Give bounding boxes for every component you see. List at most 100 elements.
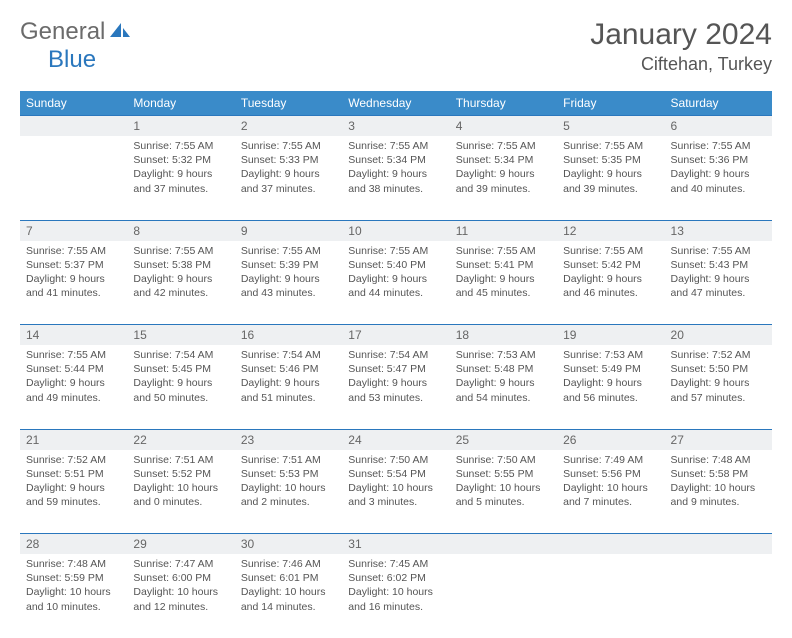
daylight-text: Daylight: 9 hours [563, 167, 658, 181]
sunset-text: Sunset: 5:41 PM [456, 258, 551, 272]
daylight-text: Daylight: 9 hours [456, 376, 551, 390]
sunrise-text: Sunrise: 7:55 AM [133, 139, 228, 153]
sunrise-text: Sunrise: 7:55 AM [563, 244, 658, 258]
sunset-text: Sunset: 6:00 PM [133, 571, 228, 585]
day-number-row: 28293031 [20, 534, 772, 555]
daylight-text: and 39 minutes. [456, 182, 551, 196]
sunset-text: Sunset: 5:45 PM [133, 362, 228, 376]
dow-sat: Saturday [665, 91, 772, 116]
daylight-text: and 51 minutes. [241, 391, 336, 405]
day-content-cell: Sunrise: 7:55 AMSunset: 5:44 PMDaylight:… [20, 345, 127, 429]
sunrise-text: Sunrise: 7:54 AM [241, 348, 336, 362]
day-content-cell: Sunrise: 7:48 AMSunset: 5:58 PMDaylight:… [665, 450, 772, 534]
daylight-text: Daylight: 10 hours [133, 481, 228, 495]
day-content-cell: Sunrise: 7:53 AMSunset: 5:49 PMDaylight:… [557, 345, 664, 429]
day-number-cell: 13 [665, 220, 772, 241]
day-number-cell: 3 [342, 116, 449, 137]
sunset-text: Sunset: 5:55 PM [456, 467, 551, 481]
day-number-cell [557, 534, 664, 555]
sunset-text: Sunset: 5:36 PM [671, 153, 766, 167]
day-number-cell: 25 [450, 429, 557, 450]
daylight-text: and 38 minutes. [348, 182, 443, 196]
sunrise-text: Sunrise: 7:55 AM [348, 139, 443, 153]
daylight-text: Daylight: 9 hours [348, 272, 443, 286]
dow-mon: Monday [127, 91, 234, 116]
daylight-text: Daylight: 9 hours [26, 272, 121, 286]
brand-logo: General [20, 18, 133, 46]
daylight-text: Daylight: 10 hours [671, 481, 766, 495]
daylight-text: and 37 minutes. [133, 182, 228, 196]
day-content-cell: Sunrise: 7:55 AMSunset: 5:34 PMDaylight:… [450, 136, 557, 220]
daylight-text: Daylight: 10 hours [241, 585, 336, 599]
daylight-text: and 59 minutes. [26, 495, 121, 509]
day-number-cell: 31 [342, 534, 449, 555]
sunset-text: Sunset: 6:01 PM [241, 571, 336, 585]
day-content-cell: Sunrise: 7:55 AMSunset: 5:37 PMDaylight:… [20, 241, 127, 325]
sunrise-text: Sunrise: 7:55 AM [456, 139, 551, 153]
daylight-text: Daylight: 10 hours [133, 585, 228, 599]
daylight-text: Daylight: 10 hours [348, 481, 443, 495]
sunset-text: Sunset: 5:59 PM [26, 571, 121, 585]
sunrise-text: Sunrise: 7:48 AM [671, 453, 766, 467]
dow-wed: Wednesday [342, 91, 449, 116]
sunrise-text: Sunrise: 7:55 AM [133, 244, 228, 258]
dow-thu: Thursday [450, 91, 557, 116]
day-content-cell: Sunrise: 7:51 AMSunset: 5:52 PMDaylight:… [127, 450, 234, 534]
sunrise-text: Sunrise: 7:55 AM [241, 244, 336, 258]
location-text: Ciftehan, Turkey [590, 54, 772, 75]
day-number-cell: 2 [235, 116, 342, 137]
daylight-text: Daylight: 10 hours [563, 481, 658, 495]
day-content-cell: Sunrise: 7:52 AMSunset: 5:50 PMDaylight:… [665, 345, 772, 429]
daylight-text: Daylight: 9 hours [26, 376, 121, 390]
daylight-text: and 40 minutes. [671, 182, 766, 196]
daylight-text: Daylight: 9 hours [563, 376, 658, 390]
day-content-row: Sunrise: 7:52 AMSunset: 5:51 PMDaylight:… [20, 450, 772, 534]
daylight-text: Daylight: 9 hours [133, 376, 228, 390]
daylight-text: Daylight: 10 hours [26, 585, 121, 599]
day-number-cell: 15 [127, 325, 234, 346]
day-content-cell: Sunrise: 7:55 AMSunset: 5:33 PMDaylight:… [235, 136, 342, 220]
sunset-text: Sunset: 5:50 PM [671, 362, 766, 376]
day-content-cell: Sunrise: 7:50 AMSunset: 5:55 PMDaylight:… [450, 450, 557, 534]
day-number-cell: 18 [450, 325, 557, 346]
day-content-cell: Sunrise: 7:55 AMSunset: 5:40 PMDaylight:… [342, 241, 449, 325]
daylight-text: Daylight: 9 hours [348, 376, 443, 390]
daylight-text: and 57 minutes. [671, 391, 766, 405]
day-number-cell: 14 [20, 325, 127, 346]
daylight-text: and 49 minutes. [26, 391, 121, 405]
daylight-text: and 0 minutes. [133, 495, 228, 509]
sunset-text: Sunset: 5:53 PM [241, 467, 336, 481]
daylight-text: Daylight: 9 hours [456, 272, 551, 286]
day-number-cell: 1 [127, 116, 234, 137]
day-number-cell: 28 [20, 534, 127, 555]
day-content-cell: Sunrise: 7:55 AMSunset: 5:38 PMDaylight:… [127, 241, 234, 325]
sunset-text: Sunset: 5:35 PM [563, 153, 658, 167]
sunrise-text: Sunrise: 7:51 AM [241, 453, 336, 467]
daylight-text: Daylight: 10 hours [348, 585, 443, 599]
daylight-text: and 2 minutes. [241, 495, 336, 509]
day-number-cell [665, 534, 772, 555]
sunrise-text: Sunrise: 7:52 AM [671, 348, 766, 362]
sunrise-text: Sunrise: 7:55 AM [241, 139, 336, 153]
day-content-cell: Sunrise: 7:54 AMSunset: 5:47 PMDaylight:… [342, 345, 449, 429]
day-number-cell: 16 [235, 325, 342, 346]
sunrise-text: Sunrise: 7:55 AM [26, 244, 121, 258]
sunset-text: Sunset: 5:56 PM [563, 467, 658, 481]
day-content-cell: Sunrise: 7:54 AMSunset: 5:46 PMDaylight:… [235, 345, 342, 429]
daylight-text: Daylight: 9 hours [241, 272, 336, 286]
sunset-text: Sunset: 5:58 PM [671, 467, 766, 481]
day-content-row: Sunrise: 7:55 AMSunset: 5:44 PMDaylight:… [20, 345, 772, 429]
daylight-text: and 56 minutes. [563, 391, 658, 405]
daylight-text: and 7 minutes. [563, 495, 658, 509]
day-number-cell: 23 [235, 429, 342, 450]
sunrise-text: Sunrise: 7:50 AM [348, 453, 443, 467]
day-content-cell: Sunrise: 7:53 AMSunset: 5:48 PMDaylight:… [450, 345, 557, 429]
sunset-text: Sunset: 6:02 PM [348, 571, 443, 585]
sunset-text: Sunset: 5:40 PM [348, 258, 443, 272]
day-number-cell: 29 [127, 534, 234, 555]
day-number-row: 14151617181920 [20, 325, 772, 346]
daylight-text: and 37 minutes. [241, 182, 336, 196]
day-number-cell: 26 [557, 429, 664, 450]
daylight-text: Daylight: 9 hours [133, 272, 228, 286]
sunset-text: Sunset: 5:48 PM [456, 362, 551, 376]
